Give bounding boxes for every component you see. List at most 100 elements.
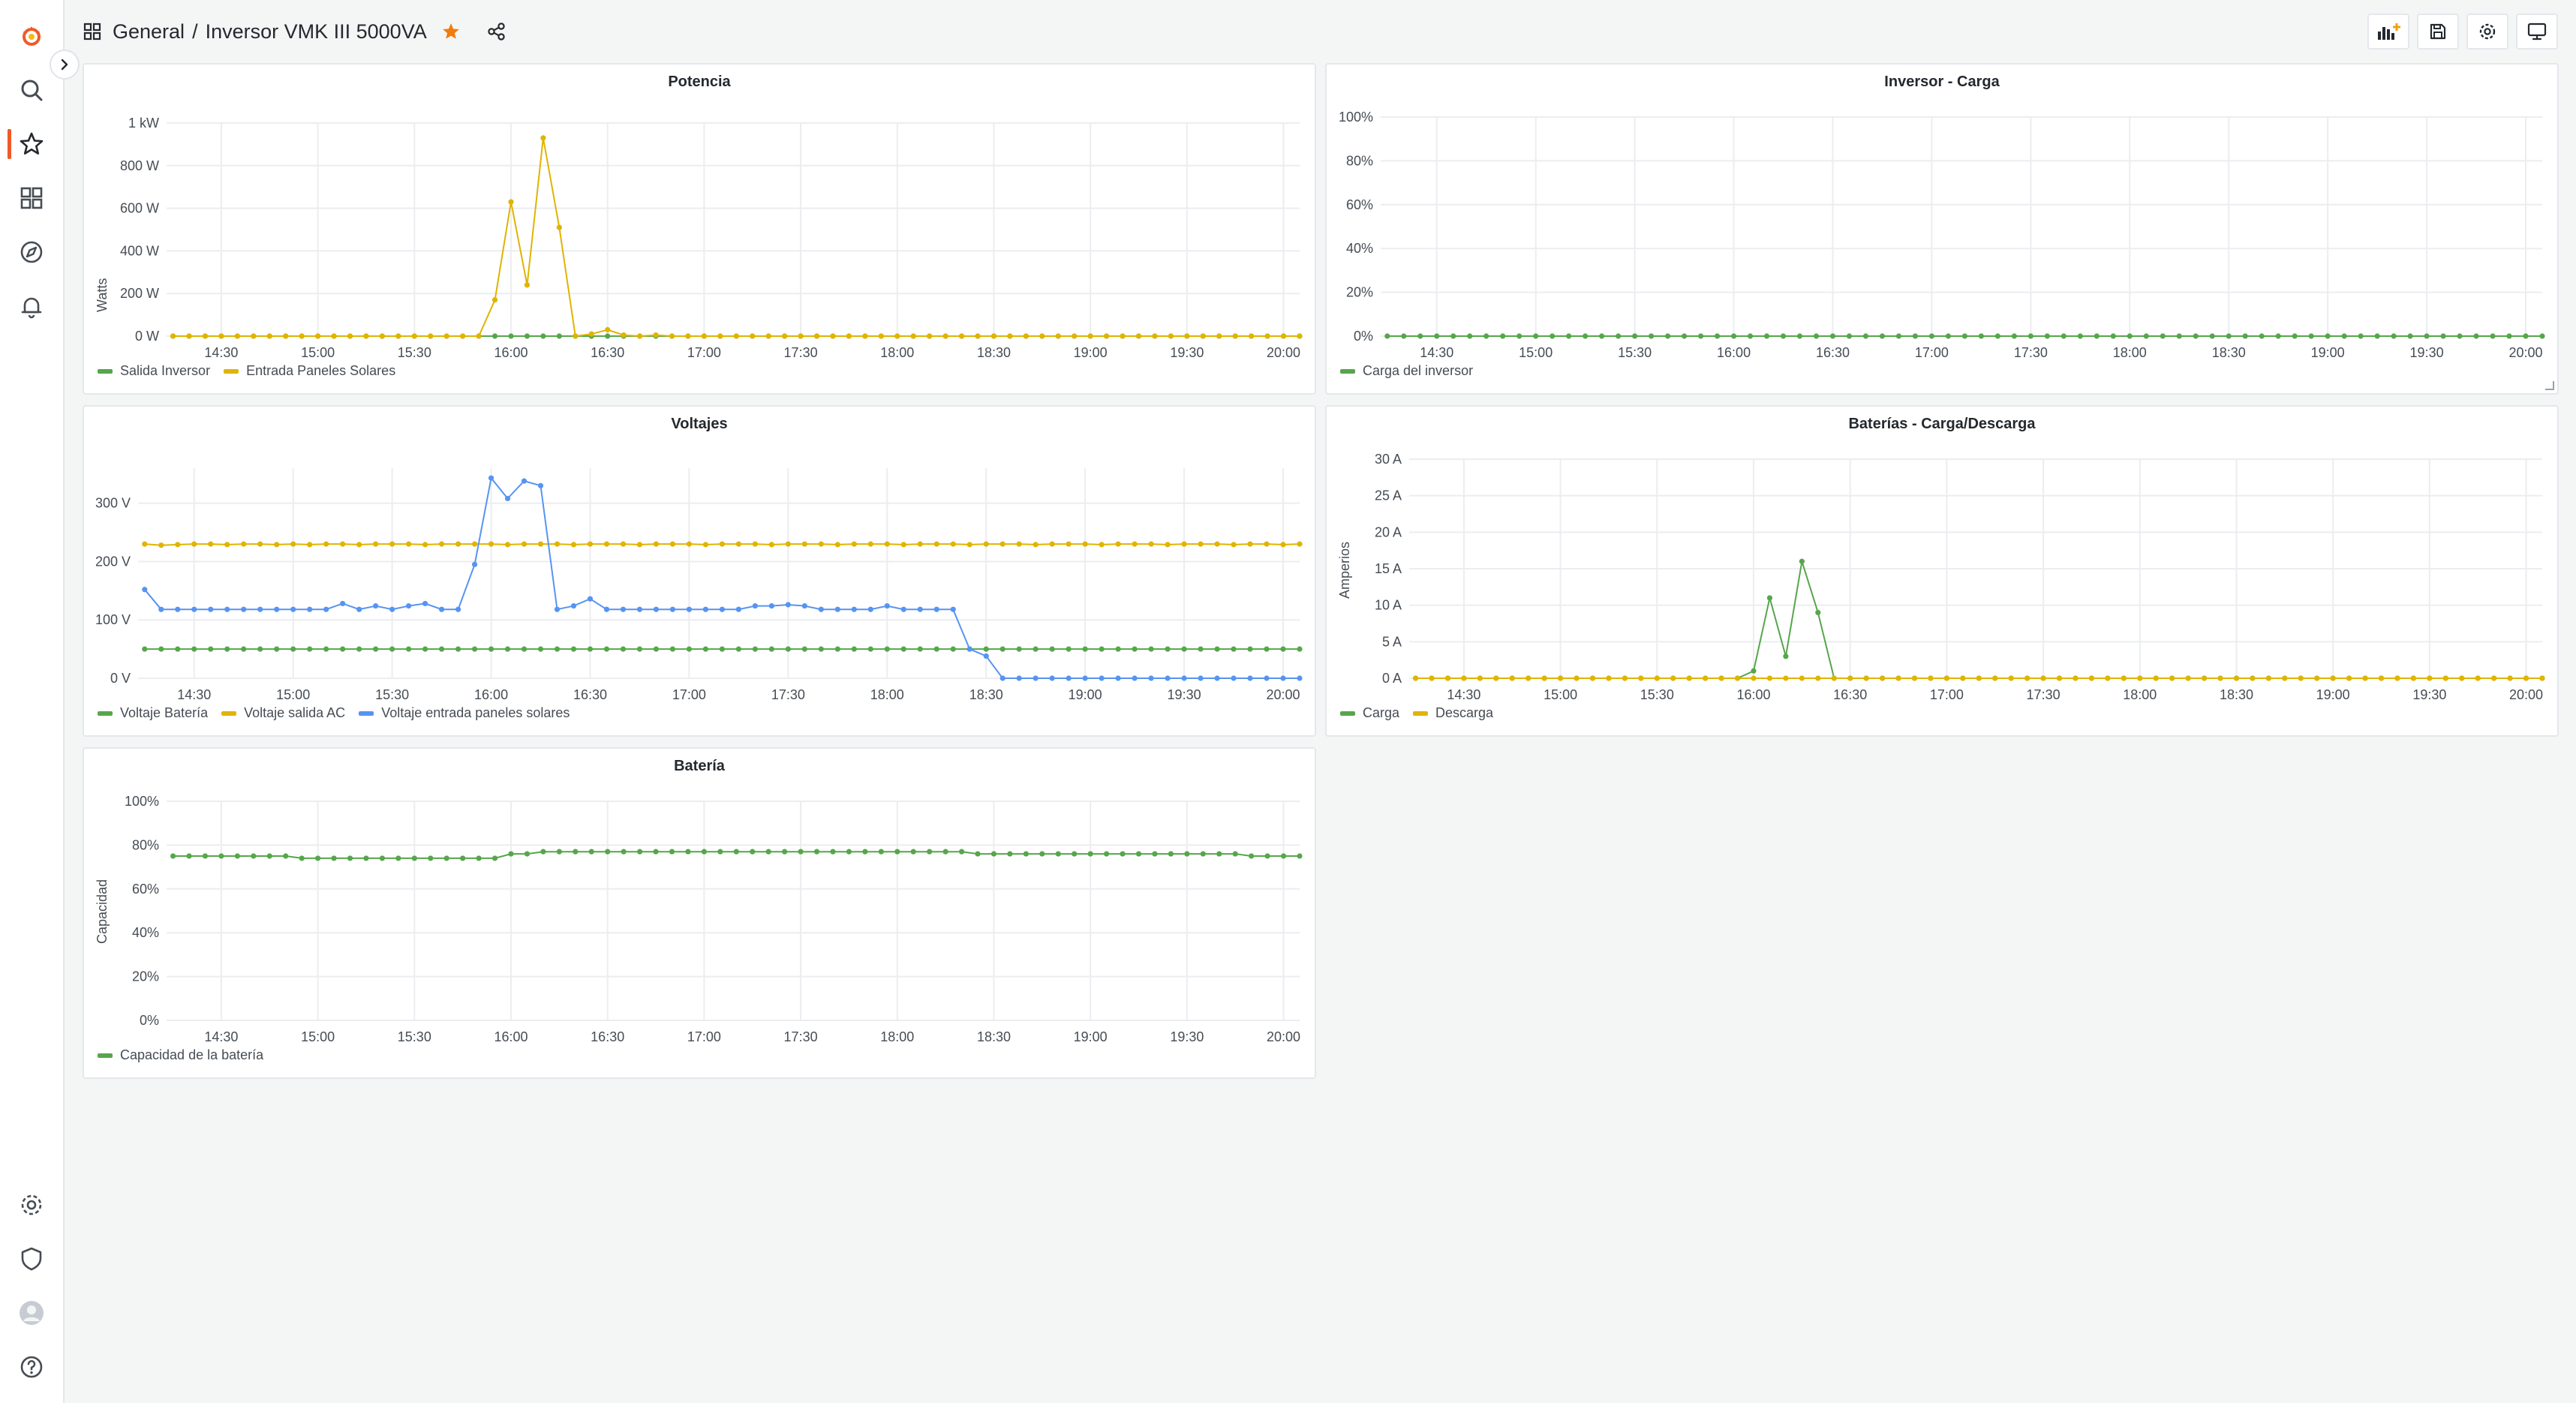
dashboards-icon[interactable] bbox=[9, 176, 54, 221]
series-point bbox=[686, 541, 693, 547]
legend-item[interactable]: Carga bbox=[1340, 705, 1399, 721]
series-point bbox=[340, 600, 346, 607]
series-point bbox=[266, 333, 272, 339]
series-point bbox=[170, 333, 176, 339]
panel-title[interactable]: Voltajes bbox=[671, 416, 728, 432]
series-point bbox=[521, 541, 528, 547]
series-point bbox=[621, 849, 627, 855]
share-dashboard-icon[interactable] bbox=[487, 22, 517, 41]
series-point bbox=[438, 646, 445, 652]
panel-bateria[interactable]: Batería 0% 20% 40% 60% 80% 100% 14:30 15:00 15:3… bbox=[83, 747, 1316, 1079]
series-point bbox=[1168, 851, 1174, 857]
y-tick-label: 10 A bbox=[1375, 598, 1402, 613]
legend-item[interactable]: Descarga bbox=[1413, 705, 1493, 721]
panel-inversor-carga[interactable]: Inversor - Carga 0% 20% 40% 60% 80% 100% 14:30… bbox=[1325, 63, 2559, 395]
panel-title[interactable]: Baterías - Carga/Descarga bbox=[1848, 416, 2036, 432]
series-point bbox=[910, 849, 916, 855]
series-point bbox=[251, 853, 257, 859]
series-point bbox=[653, 332, 659, 338]
series-point bbox=[1297, 646, 1303, 652]
grafana-logo-icon[interactable] bbox=[9, 14, 54, 59]
series-point bbox=[476, 333, 482, 339]
legend-swatch bbox=[1340, 711, 1355, 716]
series-point bbox=[1104, 333, 1110, 339]
explore-icon[interactable] bbox=[9, 230, 54, 275]
server-admin-icon[interactable] bbox=[9, 1236, 54, 1281]
sidebar-expand-button[interactable] bbox=[50, 50, 80, 80]
series-point bbox=[422, 600, 428, 607]
legend-item[interactable]: Capacidad de la batería bbox=[98, 1047, 263, 1063]
dashboard-title[interactable]: Inversor VMK III 5000VA bbox=[205, 20, 427, 43]
legend-item[interactable]: Salida Inversor bbox=[98, 363, 210, 379]
series-point bbox=[768, 646, 774, 652]
series-point bbox=[1766, 675, 1773, 681]
series-point bbox=[438, 541, 445, 547]
legend-item[interactable]: Voltaje salida AC bbox=[221, 705, 345, 721]
series-point bbox=[1132, 541, 1138, 547]
series-point bbox=[1670, 675, 1676, 681]
tv-mode-button[interactable] bbox=[2516, 14, 2558, 50]
dashboard-settings-button[interactable] bbox=[2466, 14, 2508, 50]
series-point bbox=[927, 333, 933, 339]
series-point bbox=[669, 606, 676, 612]
series-point bbox=[834, 542, 840, 548]
series-point bbox=[2457, 333, 2463, 339]
series-point bbox=[257, 606, 263, 612]
legend-item[interactable]: Voltaje entrada paneles solares bbox=[359, 705, 570, 721]
x-tick-label: 16:30 bbox=[1833, 687, 1867, 702]
help-icon[interactable] bbox=[9, 1344, 54, 1389]
series-point bbox=[1815, 675, 1821, 681]
save-dashboard-button[interactable] bbox=[2417, 14, 2459, 50]
series-line bbox=[173, 137, 1300, 338]
series-point bbox=[1622, 675, 1628, 681]
panel-title[interactable]: Batería bbox=[674, 758, 725, 774]
panel-resize-handle[interactable] bbox=[2545, 381, 2554, 390]
series-point bbox=[621, 332, 627, 338]
panel-title[interactable]: Potencia bbox=[668, 74, 731, 90]
panel-legend: Carga Descarga bbox=[1340, 705, 1507, 721]
series-point bbox=[356, 542, 362, 548]
alerting-icon[interactable] bbox=[9, 284, 54, 329]
series-point bbox=[2490, 333, 2496, 339]
series-point bbox=[460, 333, 466, 339]
series-point bbox=[170, 853, 176, 859]
breadcrumb: General / Inversor VMK III 5000VA bbox=[83, 15, 517, 48]
series-point bbox=[2523, 675, 2529, 681]
legend-item[interactable]: Voltaje Batería bbox=[98, 705, 208, 721]
breadcrumb-folder[interactable]: General bbox=[113, 20, 185, 43]
series-point bbox=[1783, 675, 1789, 681]
series-point bbox=[910, 333, 916, 339]
series-point bbox=[2250, 675, 2256, 681]
series-point bbox=[2282, 675, 2288, 681]
series-point bbox=[1115, 675, 1121, 681]
series-point bbox=[867, 646, 873, 652]
series-point bbox=[813, 849, 820, 855]
configuration-icon[interactable] bbox=[9, 1182, 54, 1227]
add-panel-button[interactable] bbox=[2367, 14, 2409, 50]
chart-voltajes: 0 V 100 V 200 V 300 V 14:30 15:00 15:30 16:00 16… bbox=[95, 468, 1303, 702]
y-tick-label: 80% bbox=[1346, 153, 1373, 168]
series-point bbox=[1703, 675, 1709, 681]
series-point bbox=[1181, 675, 1187, 681]
series-point bbox=[476, 855, 482, 861]
panel-voltajes[interactable]: Voltajes 0 V 100 V 200 V 300 V 14:30 15:00 15:… bbox=[83, 405, 1316, 737]
series-point bbox=[379, 855, 386, 861]
series-point bbox=[2217, 675, 2223, 681]
chart-inversor-carga: 0% 20% 40% 60% 80% 100% 14:30 15:00 15:30 16:00 16… bbox=[1339, 110, 2545, 360]
y-tick-label: 40% bbox=[132, 925, 159, 940]
series-point bbox=[768, 602, 774, 609]
dashboard-settings-icon bbox=[2479, 23, 2496, 40]
panel-baterias-carga-descarga[interactable]: Baterías - Carga/Descarga 0 A 5 A 10 A 15 A… bbox=[1325, 405, 2559, 737]
series-point bbox=[266, 853, 272, 859]
panel-potencia[interactable]: Potencia 0 W 200 W 400 W 600 W 800 W 1 kW 14:3… bbox=[83, 63, 1316, 395]
series-point bbox=[1632, 333, 1638, 339]
legend-item[interactable]: Entrada Paneles Solares bbox=[224, 363, 395, 379]
search-icon[interactable] bbox=[9, 68, 54, 113]
mark-favorite-star-icon[interactable] bbox=[440, 21, 472, 42]
starred-icon[interactable] bbox=[9, 122, 54, 167]
panel-title[interactable]: Inversor - Carga bbox=[1884, 74, 2000, 90]
user-avatar-icon[interactable] bbox=[9, 1290, 54, 1335]
legend-item[interactable]: Carga del inversor bbox=[1340, 363, 1473, 379]
series-point bbox=[1928, 333, 1935, 339]
x-tick-label: 14:30 bbox=[177, 687, 211, 702]
